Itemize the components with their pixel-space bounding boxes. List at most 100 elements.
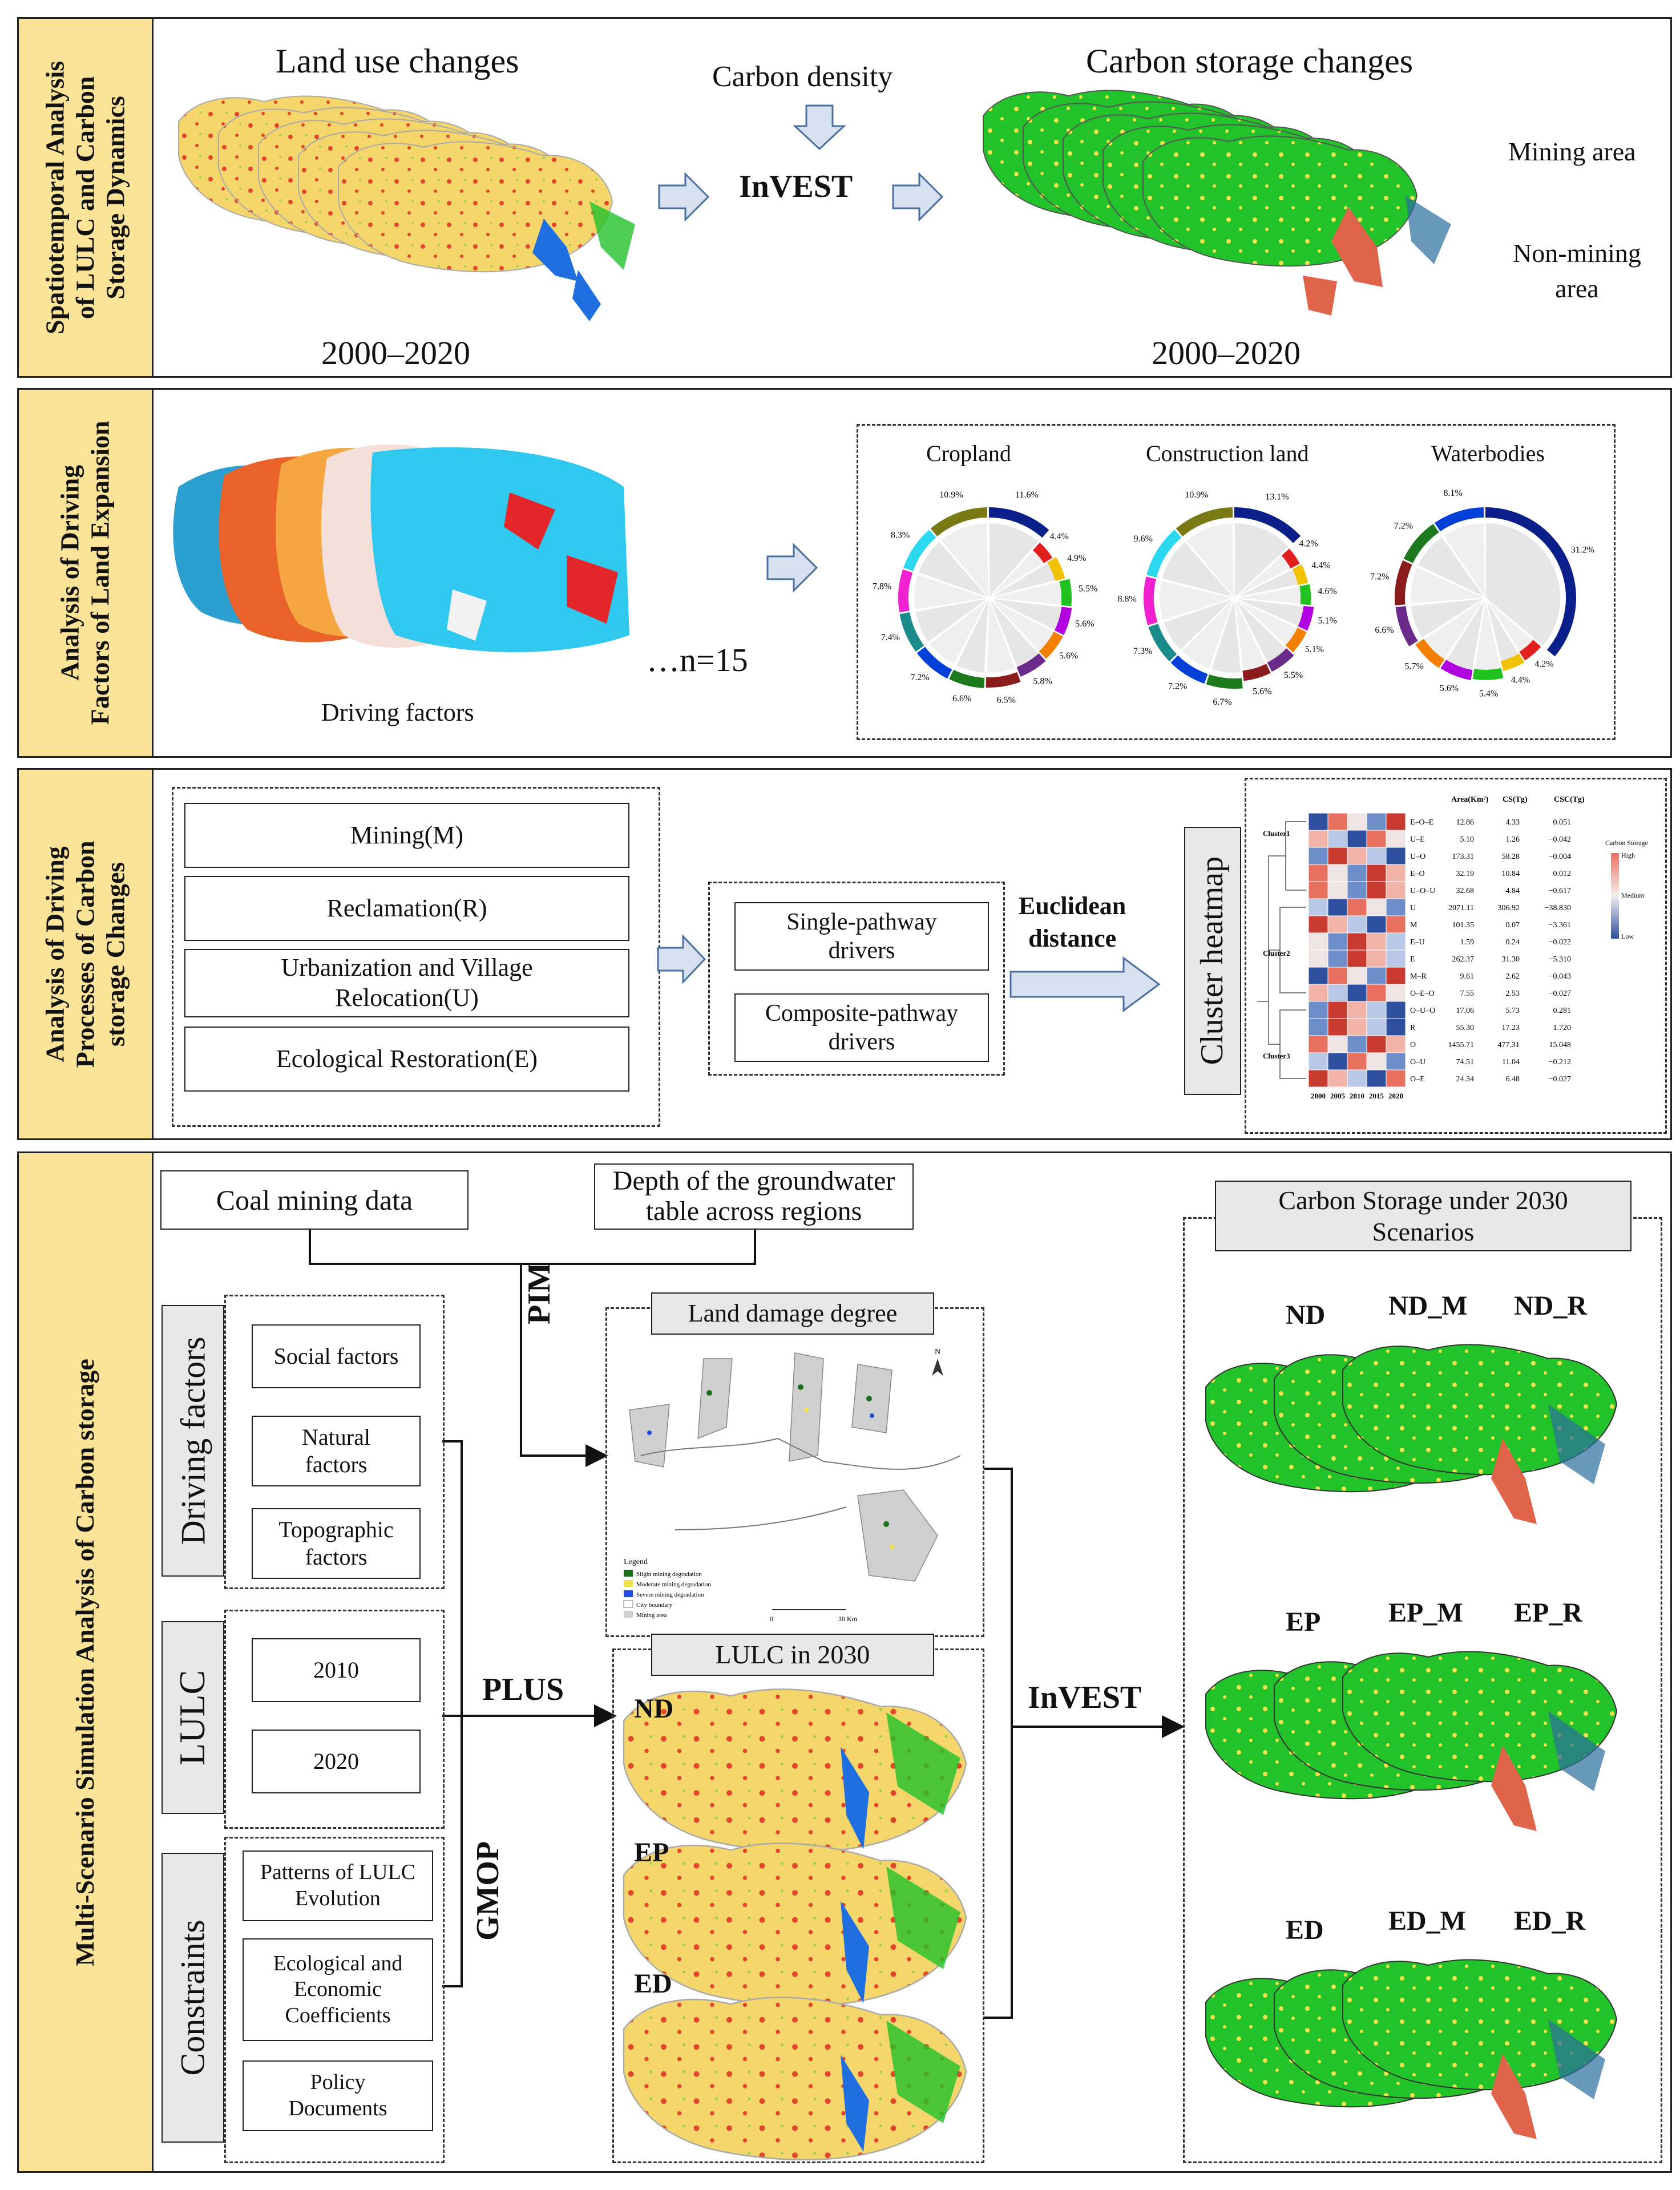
heatmap-cell [1366, 1035, 1387, 1053]
section4-sidebar: Multi-Scenario Simulation Analysis of Ca… [19, 1153, 154, 2171]
section2-sidebar: Analysis of Driving Factors of Land Expa… [19, 390, 154, 756]
heatmap-cell [1327, 932, 1348, 951]
radial-label: 9.6% [1134, 534, 1153, 544]
heatmap-row-cs: 0.07 [1506, 921, 1520, 930]
heatmap-legend-low: Low [1621, 932, 1634, 940]
heatmap-cell [1308, 1001, 1328, 1019]
heatmap-legend-medium: Medium [1621, 891, 1645, 899]
heatmap-row-cs: 1.26 [1506, 835, 1520, 844]
heatmap-row-code: M [1410, 921, 1418, 930]
heatmap-legend-high: High [1621, 851, 1635, 859]
radial-label: 4.9% [1067, 553, 1086, 563]
radial-label: 4.6% [1318, 587, 1336, 596]
radial-arc [899, 612, 924, 652]
radial-wedge [1416, 535, 1488, 600]
radial-label: 4.4% [1511, 676, 1530, 685]
heatmap-cell [1327, 967, 1348, 985]
heatmap-row-area: 12.86 [1456, 818, 1475, 827]
driver-mining: Mining(M) [184, 803, 629, 868]
radial-wedge [1485, 522, 1561, 648]
heatmap-cell [1347, 881, 1367, 899]
heatmap-cell [1327, 1001, 1348, 1019]
chart-title-cropland: Cropland [926, 441, 1011, 466]
heatmap-cell [1366, 898, 1387, 916]
radial-arc [1146, 530, 1182, 578]
heatmap-cell [1366, 847, 1387, 865]
heatmap-cell [1366, 949, 1387, 968]
heatmap-row-cs: 17.23 [1502, 1024, 1520, 1032]
heatmap-row-code: U–O [1410, 852, 1425, 861]
heatmap-row-cs: 10.84 [1502, 870, 1520, 878]
coal-mining-data: Coal mining data [160, 1170, 469, 1230]
heatmap-cell [1347, 813, 1367, 831]
radial-arc [1059, 579, 1072, 607]
heatmap-cell [1347, 915, 1367, 934]
heatmap-cell [1327, 915, 1348, 934]
heatmap-header: CS(Tg) [1503, 795, 1528, 804]
heatmap-cell [1347, 830, 1367, 848]
radial-arc [1403, 524, 1439, 564]
land-damage-map: Legend Slight mining degradation Moderat… [623, 1348, 961, 1623]
legend-slight: Slight mining degradation [636, 1571, 702, 1578]
heatmap-row-area: 74.51 [1456, 1058, 1475, 1066]
label-nd-m: ND_M [1388, 1291, 1468, 1321]
arrow-to-pathways [657, 934, 706, 984]
radial-arc [1285, 627, 1307, 653]
radial-label: 5.6% [1253, 686, 1271, 696]
heatmap-cell [1386, 932, 1406, 951]
radial-chart-waterbodies: 31.2% 4.2% 4.4% 5.4% 5.6% 5.7% 6.6% 7.2% 7.2% 8.1… [1370, 488, 1594, 699]
years-right-label: 2000–2020 [1152, 334, 1301, 371]
arrow-to-heatmap [1009, 956, 1161, 1012]
heatmap-cell [1308, 898, 1328, 916]
radial-wedge [917, 540, 991, 600]
heatmap-row-code: R [1410, 1024, 1416, 1032]
heatmap-row-area: 1455.71 [1448, 1041, 1475, 1049]
heatmap-header: CSC(Tg) [1554, 795, 1585, 804]
heatmap-row-cs: 31.30 [1502, 955, 1520, 964]
heatmap-cell [1347, 847, 1367, 865]
radial-label: 11.6% [1015, 490, 1039, 500]
lulc-frame [224, 1610, 445, 1829]
heatmap-cell [1308, 984, 1328, 1002]
heatmap-row-csc: 0.051 [1553, 818, 1572, 827]
heatmap-cell [1386, 813, 1406, 831]
heatmap-row-csc: −0.212 [1549, 1058, 1571, 1066]
radial-label: 7.2% [1168, 682, 1187, 692]
heatmap-cell [1327, 1069, 1348, 1088]
lulc-group-label: LULC [161, 1621, 224, 1814]
heatmap-cell [1327, 881, 1348, 899]
heatmap-cell [1386, 1018, 1406, 1036]
radial-label: 6.6% [952, 694, 971, 704]
legend-title: Legend [624, 1558, 648, 1566]
radial-arc [1485, 507, 1576, 657]
radial-label: 5.6% [1059, 651, 1078, 661]
radial-arc [903, 530, 936, 572]
heatmap-row-area: 101.35 [1452, 921, 1475, 930]
radial-wedge [1234, 522, 1290, 600]
heatmap-row-code: E–O [1410, 870, 1425, 878]
heatmap-year: 2010 [1350, 1092, 1364, 1100]
radial-arc [1298, 605, 1314, 631]
heatmap-cell [1308, 1069, 1328, 1088]
radial-wedge [914, 597, 990, 644]
heatmap-row-code: O–E–O [1410, 989, 1435, 998]
radial-wedge [928, 597, 990, 666]
heatmap-row-cs: 58.28 [1502, 852, 1520, 861]
radial-chart-construction: 13.1% 4.2% 4.4% 4.6% 5.1% 5.1% 5.5% 5.6% 6.7% 7.2… [1117, 490, 1336, 707]
heatmap-year: 2020 [1388, 1092, 1403, 1100]
label-nd: ND [1286, 1300, 1326, 1330]
section-multi-scenario: Multi-Scenario Simulation Analysis of Ca… [17, 1151, 1672, 2173]
mining-area-label: Mining area [1508, 137, 1636, 166]
natural-factors: Natural factors [252, 1416, 421, 1486]
radial-arc [986, 672, 1021, 688]
years-left-label: 2000–2020 [321, 334, 470, 371]
heatmap-cell [1327, 1052, 1348, 1070]
radial-arc [1440, 659, 1473, 680]
heatmap-cell [1386, 1035, 1406, 1053]
heatmap-cell [1386, 1069, 1406, 1088]
heatmap-cell [1386, 967, 1406, 985]
heatmap-cell [1347, 1069, 1367, 1088]
heatmap-row-csc: −0.022 [1549, 938, 1571, 947]
radial-arc [1016, 653, 1046, 677]
section1-title: Spatiotemporal Analysis of LULC and Carb… [40, 60, 130, 334]
